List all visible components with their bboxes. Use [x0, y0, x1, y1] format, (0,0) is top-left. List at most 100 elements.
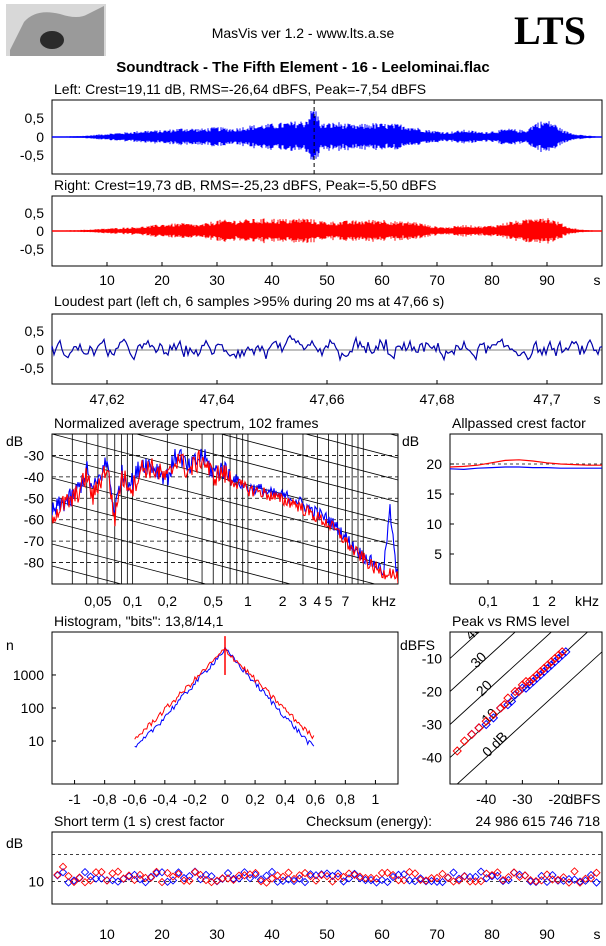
- shortcrest-xtick: 60: [374, 926, 390, 942]
- shortcrest-right-point: [443, 873, 453, 883]
- shortcrest-left-point: [449, 868, 458, 877]
- shortcrest-right-point: [394, 875, 403, 885]
- allpass-left-line: [449, 466, 602, 471]
- peakrms-ylabel: dBFS: [400, 637, 435, 653]
- shortcrest-left-point: [344, 874, 354, 883]
- peakrms-title: Peak vs RMS level: [452, 613, 569, 629]
- time-tick-label: 60: [374, 272, 390, 288]
- spectrum-title: Normalized average spectrum, 102 frames: [54, 415, 319, 431]
- shortcrest-xtick: 90: [539, 926, 555, 942]
- shortcrest-left-point: [410, 876, 420, 886]
- peakrms-right-point: [546, 657, 557, 667]
- peakrms-right-point: [524, 676, 535, 687]
- shortcrest-right-point: [53, 870, 62, 879]
- shortcrest-left-point: [223, 869, 233, 878]
- shortcrest-left-point: [289, 876, 299, 886]
- shortcrest-right-point: [586, 874, 596, 883]
- histogram-xtick: 0: [221, 791, 229, 807]
- peakrms-xtick: -20: [548, 791, 568, 807]
- allpass-xtick: kHz: [575, 593, 599, 609]
- peakrms-right-point: [499, 700, 509, 710]
- shortcrest-right-point: [91, 868, 101, 877]
- right-ytick-1: 0,5: [25, 205, 45, 221]
- shortcrest-left-point: [146, 872, 156, 882]
- spectrum-right-line: [52, 449, 398, 584]
- spectrum-slope-line: [52, 676, 398, 766]
- shortcrest-right-point: [185, 876, 194, 885]
- peakrms-frame: [449, 631, 603, 785]
- shortcrest-right-point: [64, 871, 73, 881]
- peakrms-right-point: [553, 650, 564, 660]
- loudest-tick-label: s: [594, 391, 601, 407]
- shortcrest-left-point: [394, 870, 403, 880]
- shortcrest-left-point: [196, 875, 205, 884]
- peakrms-right-point: [528, 673, 538, 683]
- shortcrest-right-point: [399, 876, 409, 885]
- spectrum-xtick: 0,5: [203, 593, 223, 609]
- spectrum-slope-line: [52, 499, 377, 584]
- spectrum-xtick: 5: [325, 593, 333, 609]
- shortcrest-left-point: [548, 870, 557, 880]
- allpass-crest-panel: Allpassed crest factor dB 20 15 10 5 0,1 1 2 kH…: [402, 415, 603, 609]
- shortcrest-right-point: [102, 876, 112, 885]
- shortcrest-xtick: 70: [429, 926, 445, 942]
- short-crest-panel: Short term (1 s) crest factor Checksum (…: [6, 813, 603, 942]
- shortcrest-left-point: [405, 876, 414, 885]
- peakrms-ytick: -20: [422, 683, 442, 699]
- shortcrest-right-point: [218, 874, 227, 883]
- left-waveform-panel: Left: Crest=19,11 dB, RMS=-26,64 dBFS, P…: [20, 81, 603, 175]
- histogram-xtick: -0,4: [153, 791, 177, 807]
- logo-photo-shape: [10, 6, 104, 56]
- shortcrest-right-point: [454, 876, 464, 885]
- peakrms-crest-label: 0 dB: [479, 728, 511, 760]
- shortcrest-left-point: [322, 869, 332, 878]
- histogram-xtick: 0,2: [245, 791, 265, 807]
- allpass-xtick: 1: [532, 593, 540, 609]
- shortcrest-right-point: [251, 868, 260, 878]
- peakrms-right-point: [514, 686, 524, 697]
- allpass-ytick: 10: [426, 516, 442, 532]
- shortcrest-right-point: [438, 869, 447, 879]
- shortcrest-xtick: 50: [319, 926, 335, 942]
- spectrum-ylabel: dB: [6, 433, 23, 449]
- shortcrest-right-point: [476, 877, 486, 886]
- peakrms-crest-label: 40: [462, 620, 484, 642]
- peakrms-right-point: [503, 693, 513, 703]
- spectrum-ytick: -80: [24, 555, 44, 571]
- shortcrest-left-point: [256, 875, 266, 884]
- histogram-ytick: 10: [28, 733, 44, 749]
- spectrum-xtick: 1: [244, 593, 252, 609]
- spectrum-xtick: 0,1: [123, 593, 143, 609]
- loudest-tick-label: 47,64: [199, 391, 234, 407]
- loudest-ytick-2: 0: [36, 342, 44, 358]
- shortcrest-title: Short term (1 s) crest factor: [54, 813, 225, 829]
- shortcrest-right-point: [267, 874, 277, 883]
- histogram-ytick: 1000: [13, 667, 44, 683]
- shortcrest-ylabel: dB: [6, 835, 23, 851]
- spectrum-xtick: 4: [313, 593, 321, 609]
- time-axis-ticks: 10 20 30 40 50 60 70 80 90 s: [99, 262, 603, 288]
- shortcrest-left-point: [141, 878, 150, 887]
- histogram-plot: 1000 100 10 -1 -0,8 -0,6 -0,4 -0,2 0 0,2 0,4 0,6 0,8…: [13, 636, 380, 807]
- spectrum-panel: Normalized average spectrum, 102 frames …: [6, 415, 399, 766]
- allpass-ylabel: dB: [402, 433, 419, 449]
- shortcrest-right-point: [581, 874, 590, 883]
- shortcrest-plot: 10 10 20 30 40 50 60 70 80 90 s: [28, 854, 603, 942]
- time-tick-label: 70: [429, 272, 445, 288]
- header: MasVis ver 1.2 - www.lts.a.se LTS Soundt…: [6, 4, 586, 76]
- right-waveform: [52, 218, 602, 244]
- shortcrest-left-point: [311, 871, 321, 880]
- shortcrest-right-point: [278, 872, 288, 881]
- allpass-right-line: [449, 459, 602, 468]
- loudest-ytick-3: -0,5: [20, 360, 44, 376]
- loudest-part-panel: Loudest part (left ch, 6 samples >95% du…: [20, 293, 603, 407]
- right-ytick-3: -0,5: [20, 241, 44, 257]
- time-tick-label: 10: [99, 272, 115, 288]
- shortcrest-right-point: [207, 877, 216, 887]
- spectrum-slope-line: [52, 477, 398, 569]
- loudest-tick-label: 47,68: [419, 391, 454, 407]
- peakrms-xlabel: dBFS: [565, 791, 600, 807]
- spectrum-ytick: -40: [24, 469, 44, 485]
